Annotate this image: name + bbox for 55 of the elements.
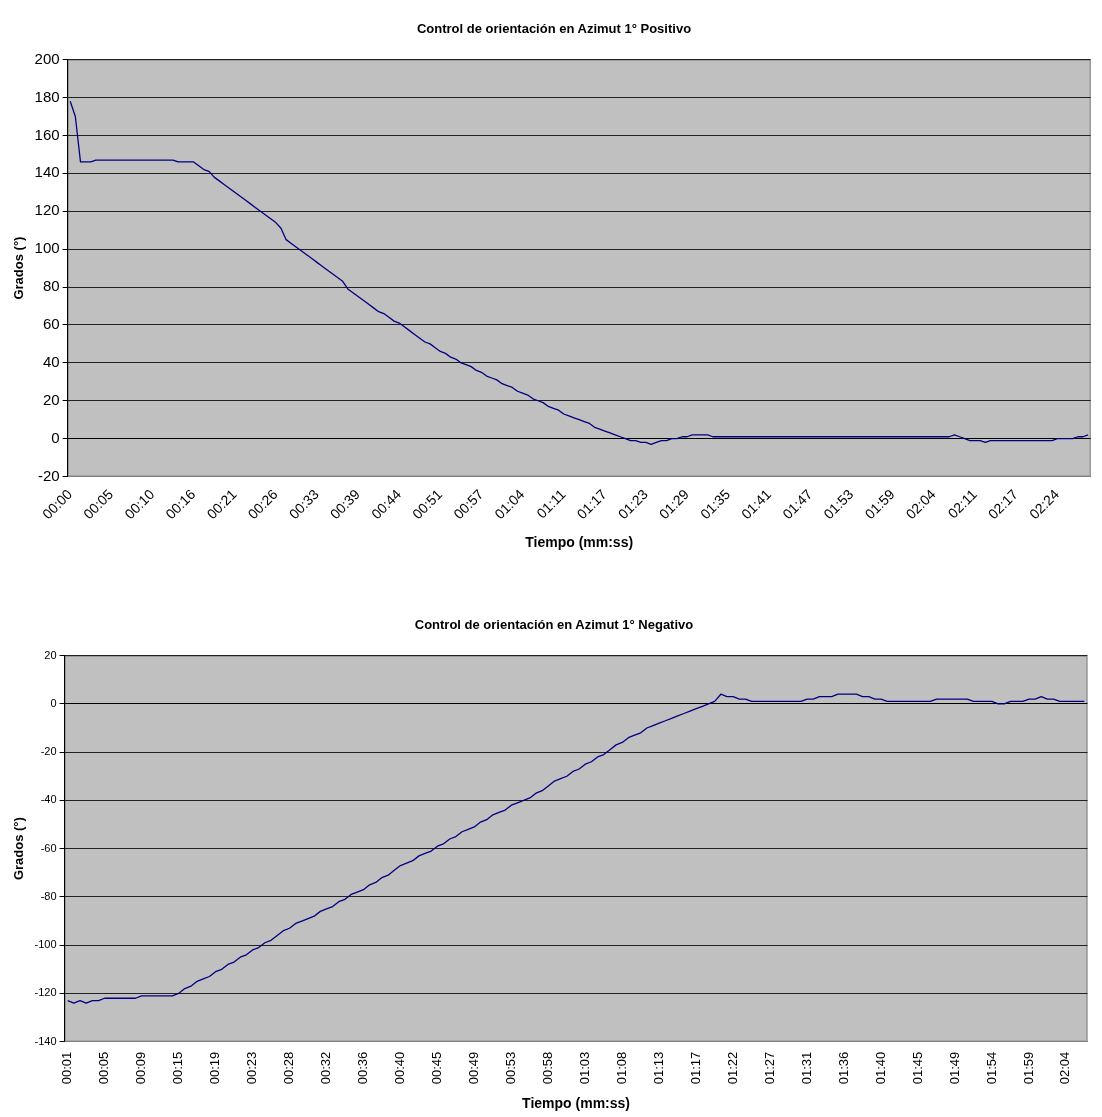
x-axis-title: Tiempo (mm:ss) bbox=[522, 1095, 630, 1112]
x-tick-label: 00:49 bbox=[465, 1051, 481, 1085]
x-tick-label: 00:36 bbox=[355, 1051, 371, 1085]
x-tick-label: 00:45 bbox=[428, 1051, 444, 1085]
x-tick-label: 01:31 bbox=[798, 1051, 814, 1085]
x-tick-label: 01:17 bbox=[687, 1051, 703, 1085]
x-tick-label: 01:03 bbox=[576, 1051, 592, 1085]
y-tick-label: -20 bbox=[37, 466, 60, 484]
y-tick-label: -60 bbox=[40, 841, 57, 854]
chart-title: Control de orientación en Azimut 1° Negativo bbox=[414, 617, 694, 633]
y-tick-label: 200 bbox=[34, 49, 60, 67]
y-axis-title: Grados (°) bbox=[11, 236, 27, 300]
x-tick-label: 00:01 bbox=[59, 1051, 75, 1085]
x-tick-label: 01:22 bbox=[724, 1051, 740, 1085]
x-tick-label: 00:53 bbox=[502, 1051, 518, 1085]
x-tick-label: 00:09 bbox=[133, 1051, 149, 1085]
y-tick-label: 0 bbox=[50, 696, 57, 709]
x-tick-label: 01:27 bbox=[761, 1051, 777, 1085]
x-tick-label: 00:40 bbox=[392, 1051, 408, 1085]
y-tick-label: -140 bbox=[34, 1034, 57, 1047]
x-tick-label: 00:28 bbox=[281, 1051, 297, 1085]
y-tick-label: 60 bbox=[42, 315, 60, 333]
x-tick-label: 01:49 bbox=[946, 1051, 962, 1085]
x-tick-label: 02:04 bbox=[1057, 1051, 1073, 1085]
x-tick-label: 00:32 bbox=[318, 1051, 334, 1085]
y-tick-label: 20 bbox=[42, 390, 60, 408]
x-tick-label: 00:05 bbox=[96, 1051, 112, 1085]
y-tick-label: 120 bbox=[34, 201, 60, 219]
x-axis-title: Tiempo (mm:ss) bbox=[525, 534, 634, 551]
x-tick-label: 01:45 bbox=[909, 1051, 925, 1085]
x-tick-label: 01:08 bbox=[613, 1051, 629, 1085]
y-tick-label: -100 bbox=[34, 938, 57, 951]
y-tick-label: -40 bbox=[40, 793, 57, 806]
x-tick-label: 00:19 bbox=[207, 1051, 223, 1085]
y-tick-label: 40 bbox=[42, 352, 60, 370]
x-tick-label: 00:58 bbox=[539, 1051, 555, 1085]
x-tick-label: 00:23 bbox=[244, 1051, 260, 1085]
x-tick-label: 01:13 bbox=[650, 1051, 666, 1085]
y-tick-label: -20 bbox=[40, 745, 57, 758]
y-tick-label: 80 bbox=[42, 277, 60, 295]
chart-title: Control de orientación en Azimut 1° Positivo bbox=[416, 21, 692, 37]
x-tick-label: 01:36 bbox=[835, 1051, 851, 1085]
y-tick-label: 0 bbox=[51, 428, 60, 446]
y-axis-title: Grados (°) bbox=[11, 817, 27, 881]
y-tick-label: -120 bbox=[34, 986, 57, 999]
y-tick-label: 140 bbox=[34, 163, 60, 181]
x-tick-label: 01:59 bbox=[1020, 1051, 1036, 1085]
y-tick-label: 20 bbox=[44, 648, 57, 661]
x-tick-label: 00:15 bbox=[170, 1051, 186, 1085]
x-tick-label: 01:54 bbox=[983, 1051, 999, 1085]
x-tick-label: 01:40 bbox=[872, 1051, 888, 1085]
y-tick-label: 180 bbox=[34, 87, 60, 105]
y-tick-label: 100 bbox=[34, 239, 60, 257]
y-tick-label: 160 bbox=[34, 125, 60, 143]
y-tick-label: -80 bbox=[40, 889, 57, 902]
